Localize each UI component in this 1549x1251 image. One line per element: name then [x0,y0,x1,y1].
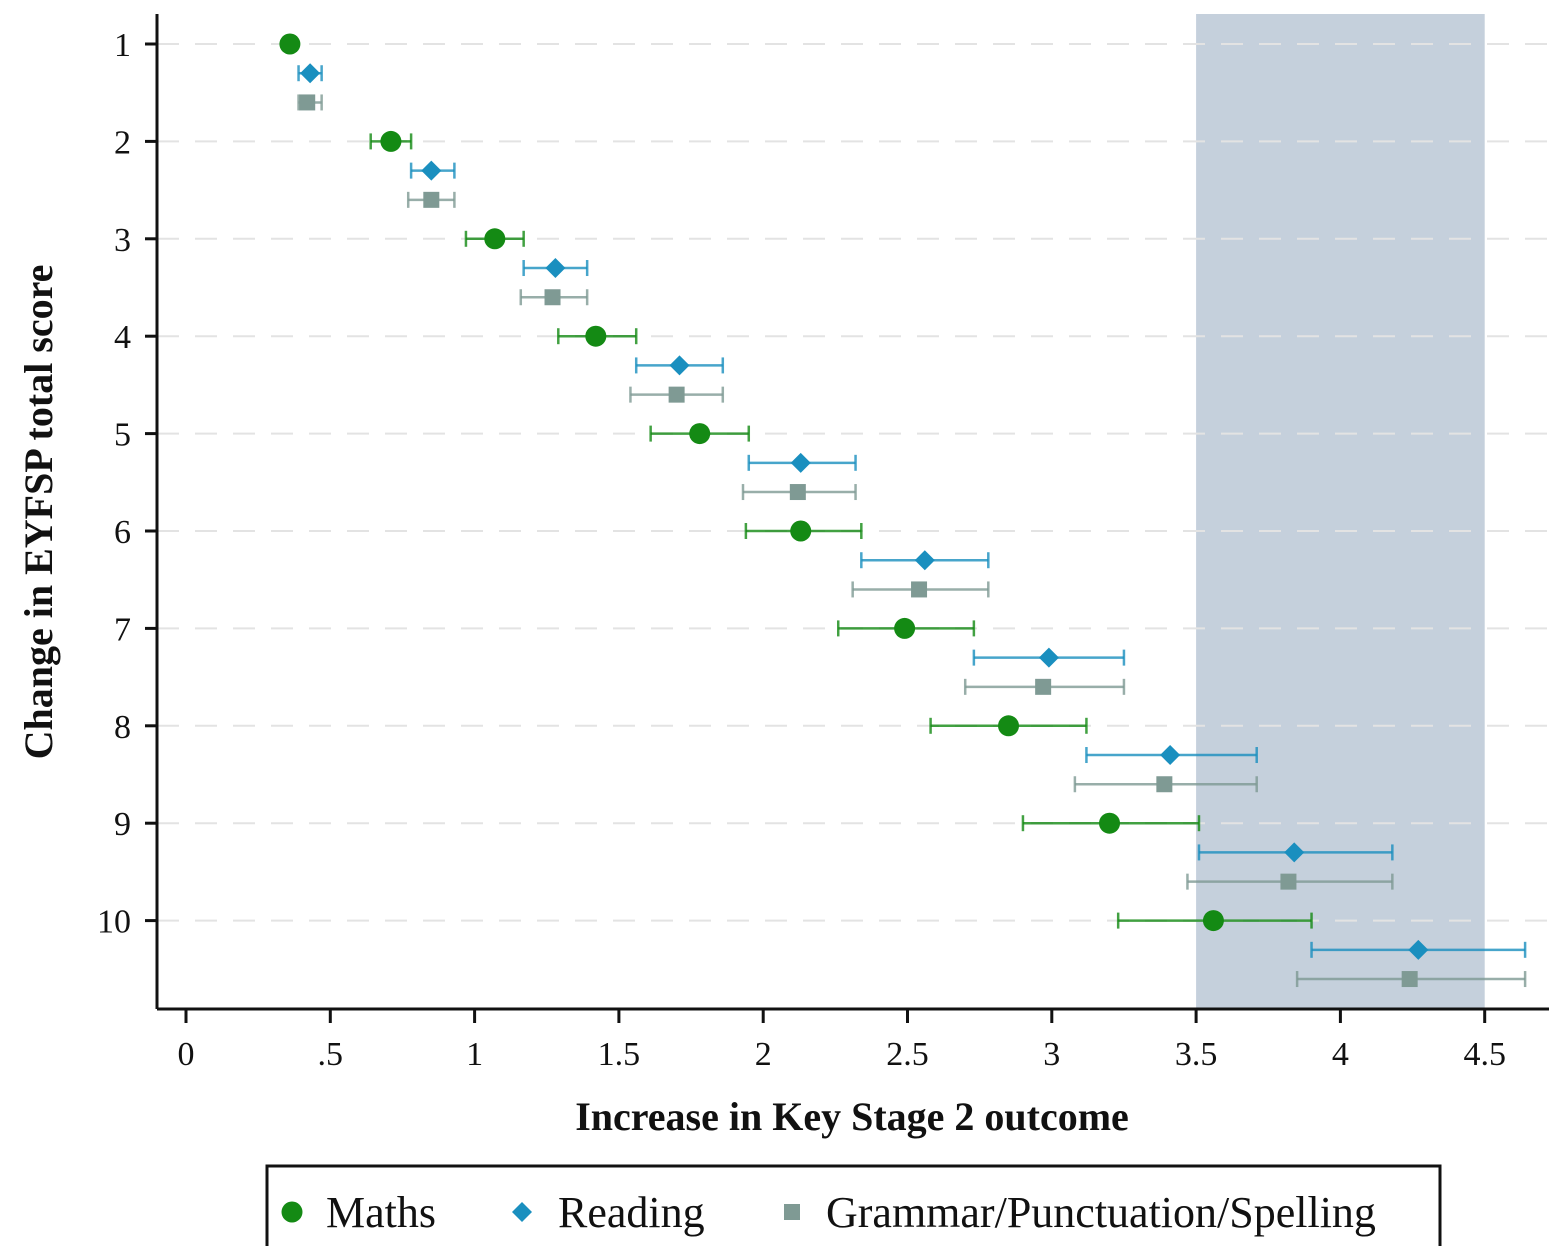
y-tick-label: 10 [97,904,131,941]
data-point [300,63,321,84]
data-point [998,715,1020,737]
highlight-band [1196,14,1485,1009]
data-point [1401,971,1418,988]
data-point [790,452,811,473]
data-point [914,550,935,571]
x-tick-label: 1 [466,1036,483,1073]
x-tick-label: 4.5 [1463,1036,1506,1073]
y-tick-label: 5 [114,417,131,454]
x-tick-label: 3 [1043,1036,1060,1073]
data-point [421,160,442,181]
data-point [1156,776,1173,793]
x-axis-title: Increase in Key Stage 2 outcome [575,1094,1129,1139]
y-tick-label: 9 [114,806,131,843]
data-point [1280,873,1297,890]
x-tick-label: 2 [755,1036,772,1073]
data-point [1202,910,1224,932]
axis-layer: 1 2 3 4 5 6 7 8 9 10 0 .5 1 1.5 2 2.5 3 3.5 4 4.5 [97,14,1549,1073]
y-tick-label: 6 [114,514,131,551]
x-tick-label: .5 [318,1036,344,1073]
x-tick-label: 3.5 [1175,1036,1218,1073]
shaded-region-layer [1196,14,1485,1009]
data-point [669,355,690,376]
data-point [911,581,928,598]
x-tick-label: 2.5 [886,1036,929,1073]
legend-marker [512,1202,532,1222]
data-point [1160,745,1181,766]
data-point [484,228,506,250]
data-point [1035,678,1052,695]
data-layer [279,33,1527,988]
y-axis-title: Change in EYFSP total score [16,265,61,760]
data-point [689,423,711,445]
legend-marker [784,1204,800,1220]
y-tick-label: 8 [114,709,131,746]
data-point [1408,939,1429,960]
data-point [894,617,916,639]
series-circle-group [279,33,1313,932]
x-tick-label: 1.5 [598,1036,641,1073]
data-point [1038,647,1059,668]
series-square-group [297,94,1527,988]
legend-label: Grammar/Punctuation/Spelling [826,1188,1376,1237]
y-tick-label: 3 [114,222,131,259]
data-point [544,289,561,306]
data-point [668,386,685,403]
legend-box [265,1164,1442,1251]
x-tick-label: 4 [1332,1036,1349,1073]
x-tick-label: 0 [178,1036,195,1073]
data-point [1099,812,1121,834]
data-point [299,94,316,111]
data-point [545,258,566,279]
data-point [380,130,402,152]
data-point [423,191,440,208]
data-point [790,520,812,542]
series-diamond-group [297,63,1527,960]
y-tick-label: 7 [114,611,131,648]
data-point [279,33,301,55]
y-tick-label: 1 [114,27,131,64]
y-tick-label: 4 [114,319,131,356]
data-point [585,325,607,347]
data-point [789,484,806,501]
legend-label: Reading [558,1188,705,1237]
legend: Maths Reading Grammar/Punctuation/Spelling [265,1164,1442,1251]
y-tick-label: 2 [114,124,131,161]
legend-label: Maths [326,1188,436,1237]
data-point [1284,842,1305,863]
legend-marker [281,1201,303,1223]
